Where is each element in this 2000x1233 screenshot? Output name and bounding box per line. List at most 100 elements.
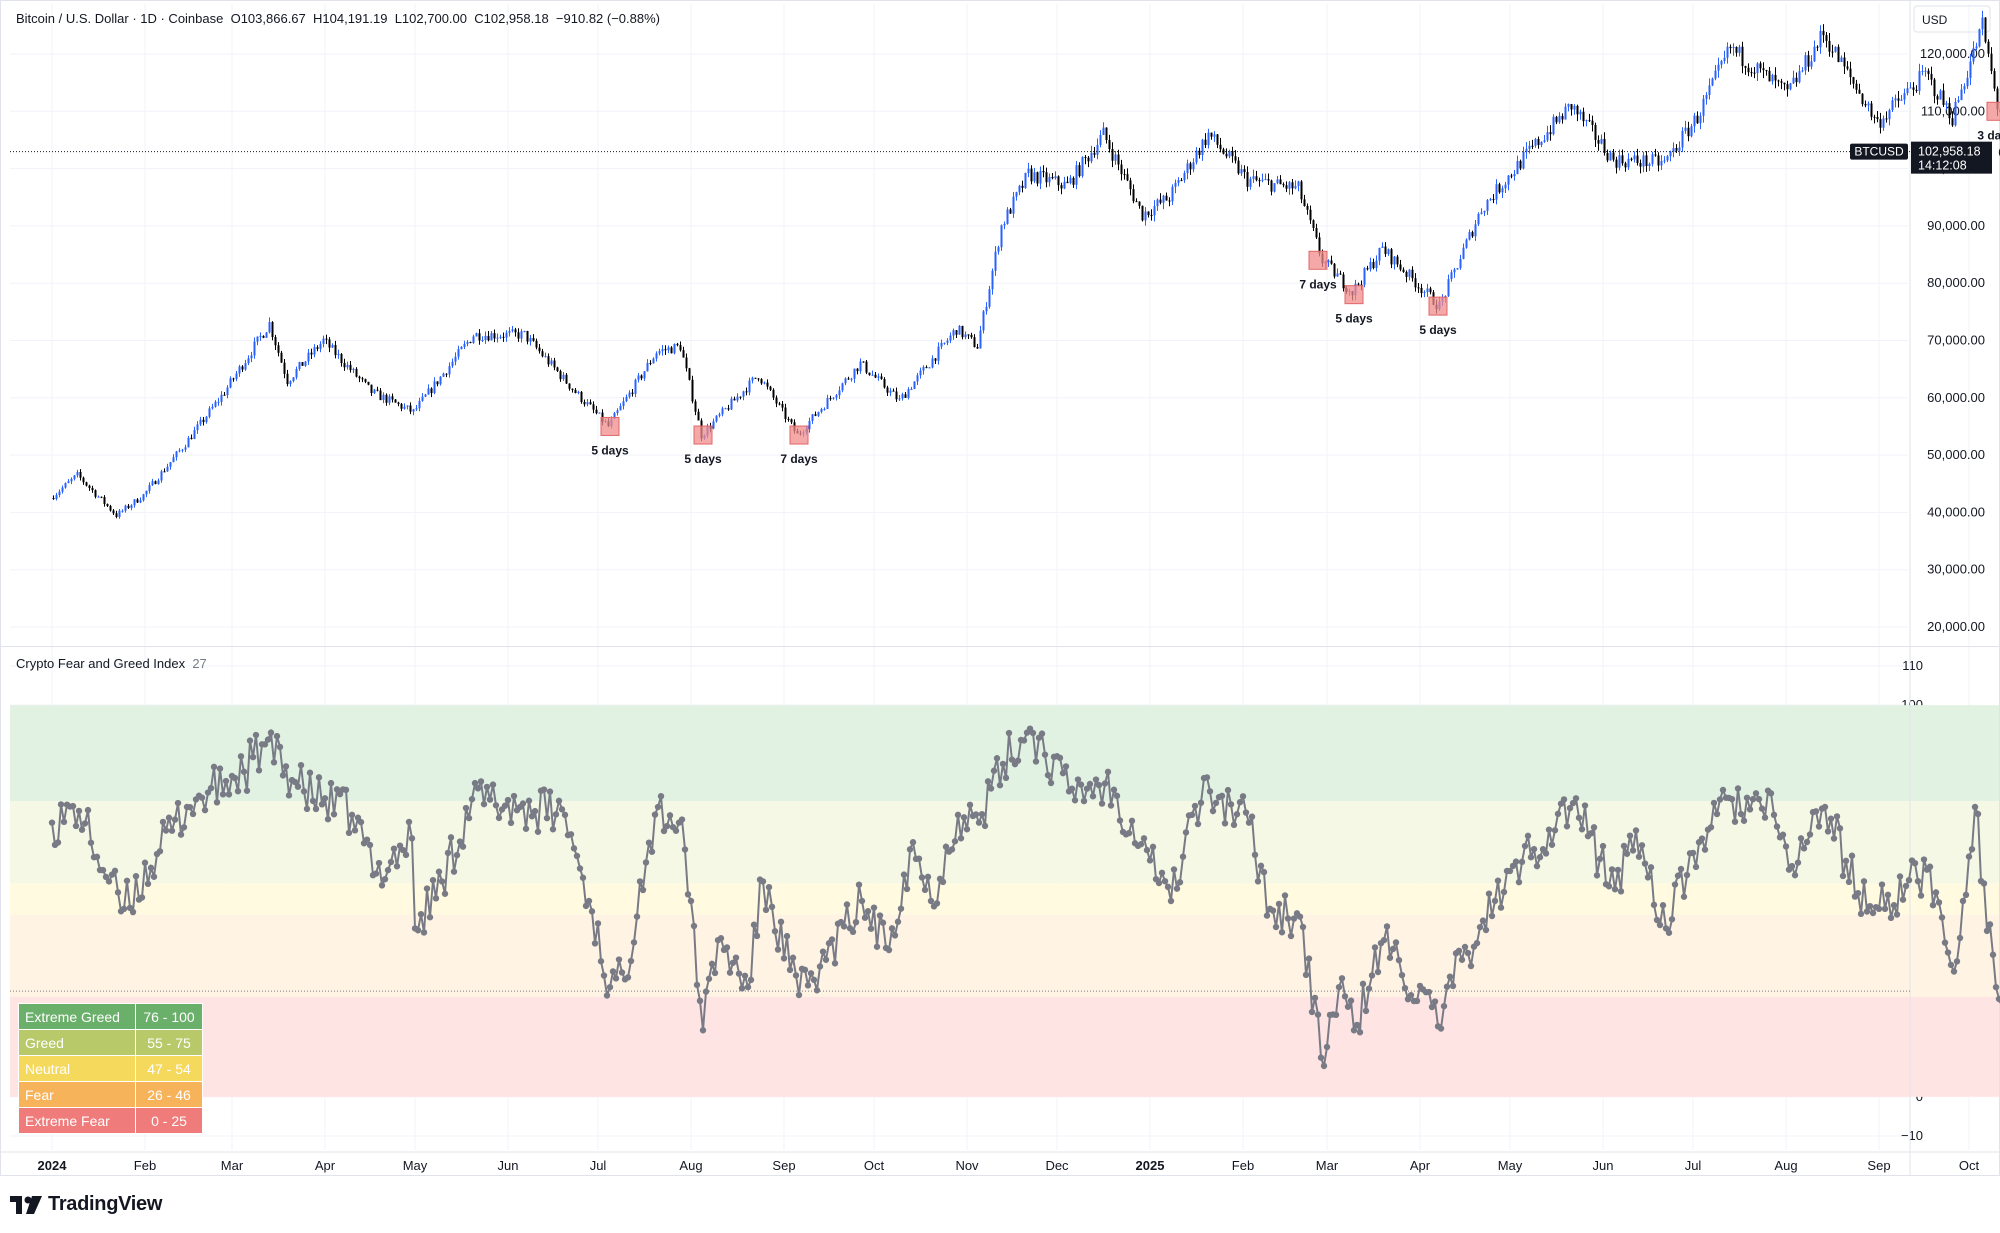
candle-body xyxy=(1831,51,1834,53)
candle-body xyxy=(1678,147,1681,151)
candle-body xyxy=(1150,214,1153,216)
candle-body xyxy=(1849,68,1852,78)
candle-body xyxy=(364,379,367,382)
fear-greed-point xyxy=(1956,934,1964,942)
x-tick-label: Aug xyxy=(679,1158,702,1173)
candle-body xyxy=(460,346,463,350)
candle-body xyxy=(1510,175,1513,177)
fear-greed-point xyxy=(1110,786,1118,793)
candle-body xyxy=(1141,205,1144,221)
candle-body xyxy=(1180,180,1183,182)
symbol-title[interactable]: Bitcoin / U.S. Dollar · 1D · Coinbase xyxy=(16,11,224,26)
fear-greed-point xyxy=(408,835,416,842)
candle-body xyxy=(967,334,970,336)
fear-greed-point xyxy=(768,903,776,911)
candle-body xyxy=(1198,150,1201,155)
candle-body xyxy=(1570,104,1573,110)
candle-body xyxy=(1957,100,1960,102)
candle-body xyxy=(625,396,628,402)
candle-body xyxy=(1771,74,1774,82)
fear-greed-point xyxy=(831,960,839,967)
fear-greed-point xyxy=(1323,1043,1331,1051)
fear-greed-point xyxy=(1560,796,1568,803)
candle-body xyxy=(526,331,529,342)
fear-greed-point xyxy=(144,880,152,888)
candle-body xyxy=(808,420,811,430)
fear-greed-point xyxy=(147,864,155,872)
candle-body xyxy=(1483,210,1486,213)
fear-greed-point xyxy=(1305,955,1313,962)
candle-body xyxy=(751,377,754,381)
fear-greed-point xyxy=(1437,1025,1445,1032)
fear-greed-point xyxy=(522,825,530,832)
candle-body xyxy=(622,401,625,407)
fear-greed-point xyxy=(330,811,338,818)
tradingview-logo[interactable]: TradingView xyxy=(10,1193,162,1216)
candle-body xyxy=(112,510,115,514)
candle-body xyxy=(430,388,433,394)
candle-body xyxy=(1078,165,1081,177)
candle-body xyxy=(1210,132,1213,137)
candle-body xyxy=(646,362,649,372)
candle-body xyxy=(1243,169,1246,172)
fear-greed-point xyxy=(1368,972,1376,979)
fear-greed-point xyxy=(549,826,557,833)
candle-body xyxy=(1690,126,1693,137)
candle-body xyxy=(1900,99,1903,101)
x-tick-label: Mar xyxy=(221,1158,244,1173)
candle-body xyxy=(292,377,295,382)
candle-body xyxy=(1423,292,1426,294)
fear-greed-point xyxy=(1890,902,1898,909)
candle-body xyxy=(1186,163,1189,174)
fear-greed-point xyxy=(702,988,710,995)
candle-body xyxy=(1663,160,1666,162)
fear-greed-point xyxy=(1425,988,1433,996)
candle-body xyxy=(1135,201,1138,203)
fear-greed-point xyxy=(207,784,215,792)
candle-body xyxy=(376,389,379,391)
fear-greed-point xyxy=(1239,793,1247,800)
price-tick-label: 90,000.00 xyxy=(1927,218,1985,233)
candle-body xyxy=(1300,181,1303,200)
candle-body xyxy=(1021,185,1024,188)
fear-greed-point xyxy=(891,932,899,939)
candle-body xyxy=(772,389,775,398)
fear-greed-point xyxy=(1566,804,1574,812)
fear-greed-point xyxy=(687,897,695,905)
indicator-header[interactable]: Crypto Fear and Greed Index 27 xyxy=(16,656,207,671)
candle-body xyxy=(412,409,415,412)
candle-body xyxy=(1162,195,1165,203)
fear-greed-point xyxy=(726,969,734,976)
candle-body xyxy=(1501,188,1504,193)
fear-greed-point xyxy=(1587,830,1595,837)
fear-greed-point xyxy=(1179,853,1187,860)
candle-body xyxy=(1978,29,1981,47)
candle-body xyxy=(1897,98,1900,101)
fear-greed-point xyxy=(1578,826,1586,833)
candle-body xyxy=(1273,183,1276,192)
candle-body xyxy=(844,378,847,384)
candle-body xyxy=(1309,209,1312,221)
fear-greed-point xyxy=(1668,916,1676,923)
candle-body xyxy=(1033,172,1036,182)
fear-greed-point xyxy=(1806,831,1814,838)
fear-greed-point xyxy=(1965,853,1973,860)
candle-body xyxy=(199,419,202,425)
fear-greed-point xyxy=(1227,801,1235,808)
fear-greed-point xyxy=(174,799,182,807)
candle-body xyxy=(340,354,343,363)
candle-body xyxy=(517,332,520,339)
tradingview-logo-text: TradingView xyxy=(48,1193,163,1215)
candle-body xyxy=(100,496,103,498)
candle-body xyxy=(1567,104,1570,107)
fear-greed-point xyxy=(1986,921,1994,928)
candle-body xyxy=(1282,184,1285,186)
candle-body xyxy=(883,379,886,388)
candle-body xyxy=(1936,96,1939,100)
fear-greed-point xyxy=(972,811,980,818)
candle-body xyxy=(1222,149,1225,154)
candle-body xyxy=(862,361,865,363)
candle-body xyxy=(82,477,85,483)
fear-greed-point xyxy=(957,835,965,842)
